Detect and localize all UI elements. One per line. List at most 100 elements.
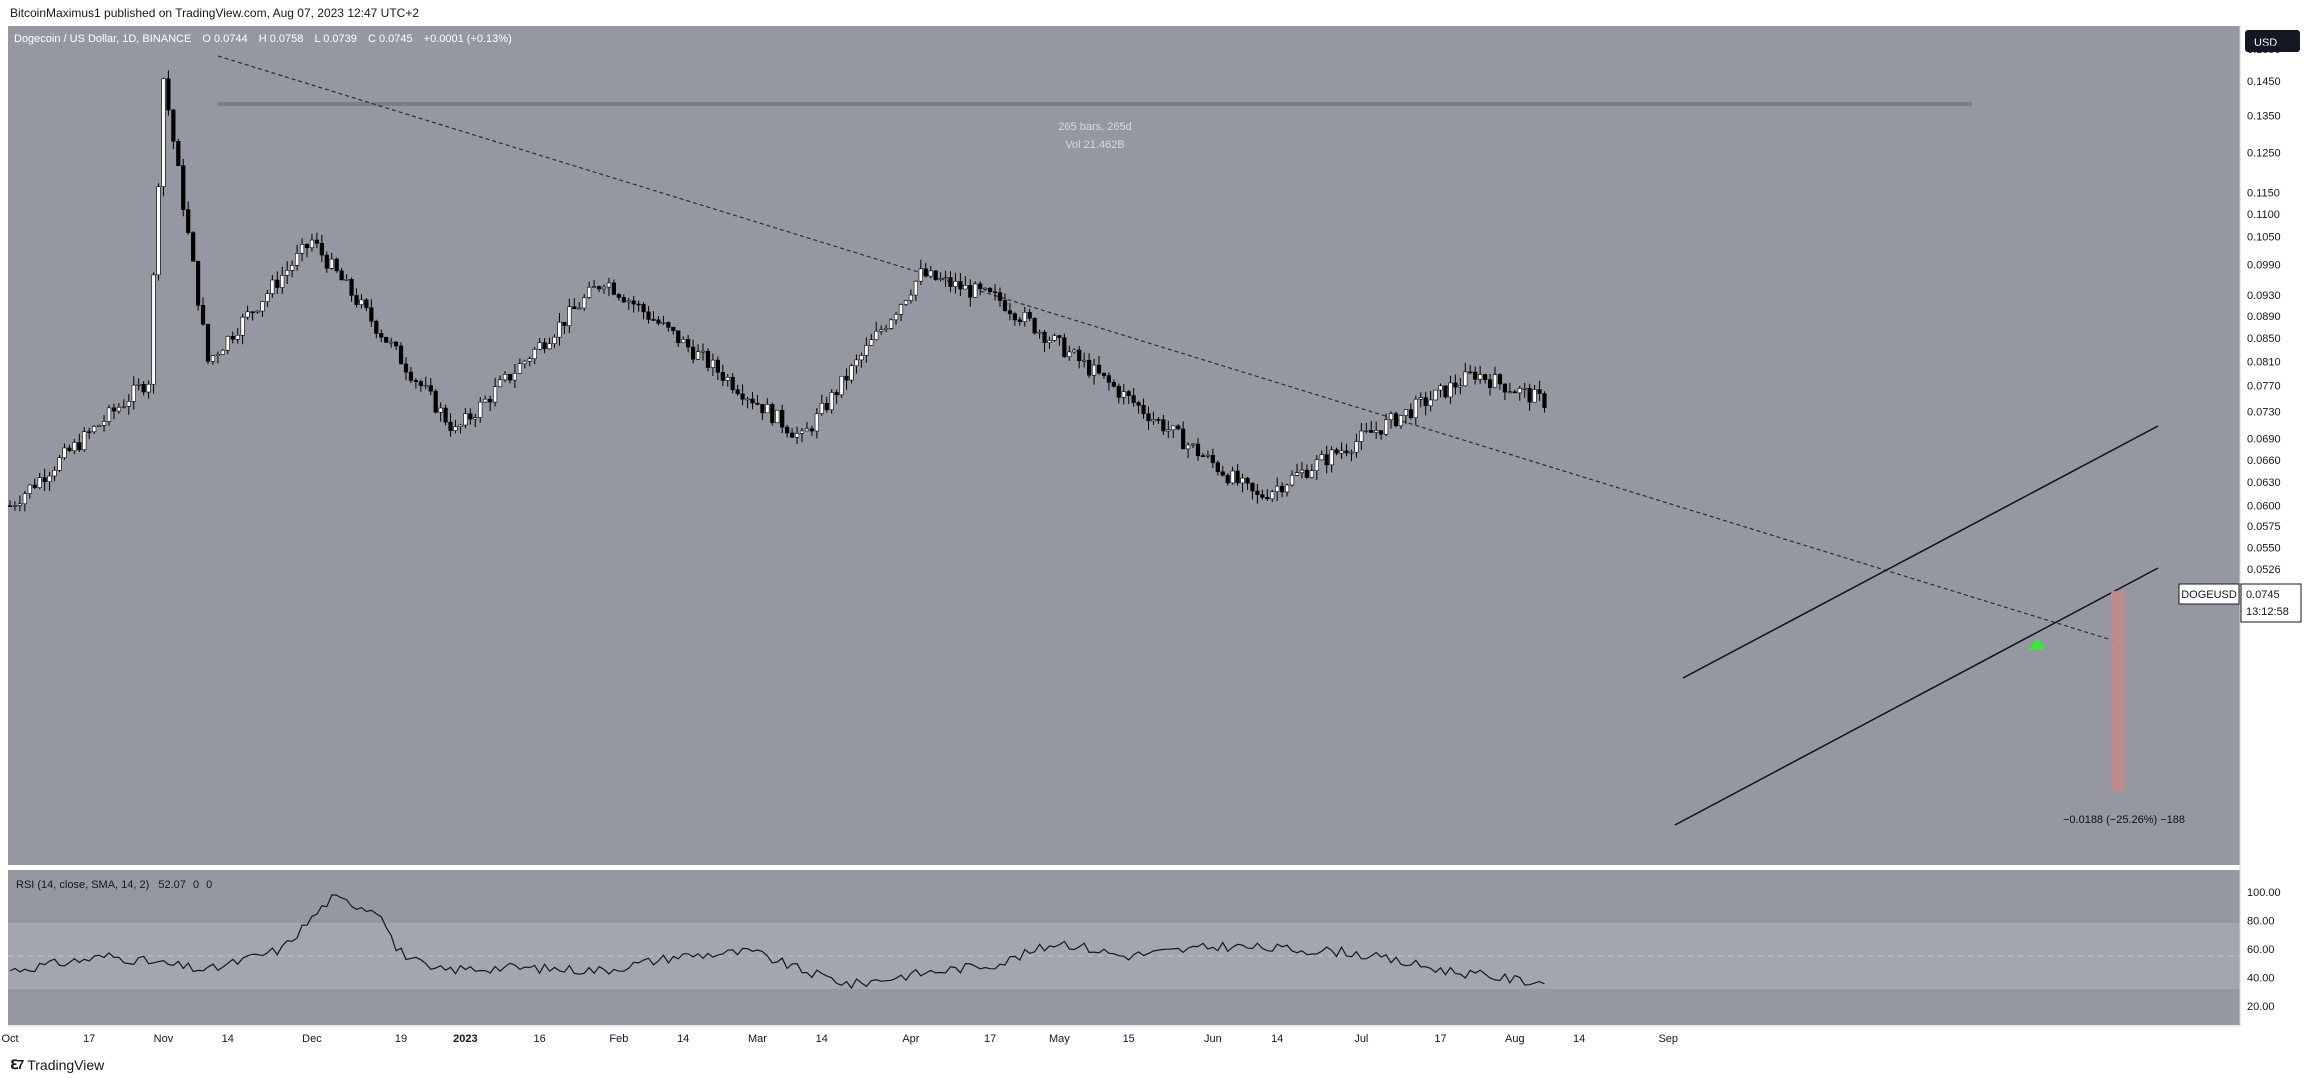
rsi-axis-label: 80.00 (2247, 916, 2275, 928)
candle-down (1265, 497, 1270, 500)
candle-up (473, 417, 478, 420)
rsi-title: RSI (14, close, SMA, 14, 2) (16, 879, 149, 891)
candle-up (27, 484, 32, 494)
candle-up (299, 243, 305, 254)
candle-down (1250, 482, 1255, 492)
candle-down (770, 404, 775, 424)
price-axis-labels[interactable]: 0.1550 0.1450 0.1350 0.1250 0.1150 0.1100 0.10… (2247, 44, 2281, 576)
candle-down (1215, 462, 1220, 473)
candle-down (379, 333, 384, 338)
price-axis-label: 0.0526 (2247, 564, 2281, 576)
channel-lower-line[interactable] (1674, 567, 2159, 826)
candle-down (631, 300, 636, 305)
candle-down (1443, 385, 1448, 398)
candle-down (384, 336, 389, 343)
candle-down (1057, 335, 1062, 339)
legend-c-label: C (368, 33, 376, 45)
candle-up (532, 348, 537, 360)
time-axis-label: 17 (83, 1033, 95, 1045)
candle-down (403, 363, 409, 373)
candle-up (359, 299, 364, 305)
price-tag[interactable]: DOGEUSD 0.0745 13:12:58 (2178, 583, 2302, 623)
candle-down (1032, 318, 1037, 334)
candle-up (1230, 470, 1235, 484)
price-axis-label: 0.1100 (2247, 209, 2280, 221)
candle-down (304, 243, 310, 249)
descending-trendline[interactable] (217, 55, 2116, 642)
candle-up (1037, 331, 1042, 334)
candle-up (245, 311, 250, 318)
candle-up (106, 407, 112, 422)
candle-down (621, 297, 626, 303)
candle-up (1314, 459, 1319, 471)
candle-up (794, 433, 800, 438)
candle-down (1225, 474, 1230, 484)
candle-down (968, 285, 973, 298)
tradingview-logo[interactable]: ℇ7 TradingView (10, 1057, 104, 1073)
currency-label: USD (2254, 37, 2277, 49)
currency-badge[interactable]: USD (2245, 30, 2300, 52)
candle-up (1339, 450, 1344, 454)
candle-up (57, 457, 62, 471)
candle-down (1487, 379, 1493, 388)
candle-down (923, 268, 928, 277)
candle-down (428, 385, 433, 392)
candle-down (686, 339, 691, 348)
time-axis-label: 16 (534, 1033, 546, 1045)
candle-down (200, 305, 206, 325)
candle-up (309, 239, 315, 249)
candle-up (151, 274, 156, 385)
candle-up (136, 383, 141, 386)
candle-up (220, 349, 225, 355)
candle-up (606, 282, 612, 288)
chart-area[interactable]: Dogecoin / US Dollar, 1D, BINANCE O 0.07… (0, 26, 2315, 1051)
candle-down (671, 327, 676, 332)
candlestick-chart[interactable]: Dogecoin / US Dollar, 1D, BINANCE O 0.07… (0, 26, 2315, 1051)
candle-up (1388, 413, 1394, 420)
price-axis-label: 0.1250 (2247, 148, 2281, 160)
candle-down (1096, 364, 1102, 374)
candle-down (933, 270, 938, 280)
time-axis-label: Mar (748, 1033, 767, 1045)
rsi-axis-label: 40.00 (2247, 973, 2275, 985)
candle-down (834, 392, 839, 396)
candle-down (715, 359, 720, 373)
candle-up (121, 406, 126, 408)
price-axis-label: 0.1050 (2247, 231, 2281, 243)
candle-up (1285, 484, 1290, 493)
candle-up (819, 402, 824, 414)
time-axis-label: Oct (1, 1033, 18, 1045)
candle-down (542, 342, 547, 350)
candle-up (161, 78, 166, 188)
candle-down (730, 377, 735, 391)
candle-up (1166, 429, 1171, 432)
candle-down (616, 294, 621, 298)
candle-up (829, 392, 834, 411)
candle-up (344, 279, 349, 281)
tradingview-mark-icon: ℇ7 (10, 1057, 24, 1072)
time-axis-labels[interactable]: Oct 17 Nov 14 Dec 19 2023 16 Feb 14 Mar 14 Apr 17 May 1… (1, 1033, 1678, 1045)
candle-down (1344, 450, 1349, 454)
candle-up (1354, 441, 1359, 453)
channel-upper-line[interactable] (1682, 425, 2159, 679)
price-axis-label: 0.0730 (2247, 406, 2281, 418)
legend-l-value: 0.0739 (323, 33, 357, 45)
candle-up (1294, 472, 1300, 476)
candle-down (997, 292, 1003, 301)
candle-up (22, 493, 27, 505)
candle-down (1116, 385, 1121, 398)
candle-down (488, 398, 493, 403)
candle-up (453, 426, 458, 431)
legend-c-value: 0.0745 (379, 33, 413, 45)
candle-up (587, 286, 592, 298)
candle-down (507, 374, 513, 381)
candle-down (676, 330, 681, 344)
candle-up (1522, 387, 1527, 390)
candle-up (37, 477, 42, 488)
candle-down (611, 282, 616, 295)
rsi-legend[interactable]: RSI (14, close, SMA, 14, 2) 52.07 0 0 (16, 879, 212, 891)
candle-down (334, 258, 339, 272)
symbol-legend[interactable]: Dogecoin / US Dollar, 1D, BINANCE O 0.07… (14, 33, 512, 45)
drop-measure-bar[interactable] (2111, 591, 2125, 791)
candle-down (1453, 382, 1458, 388)
